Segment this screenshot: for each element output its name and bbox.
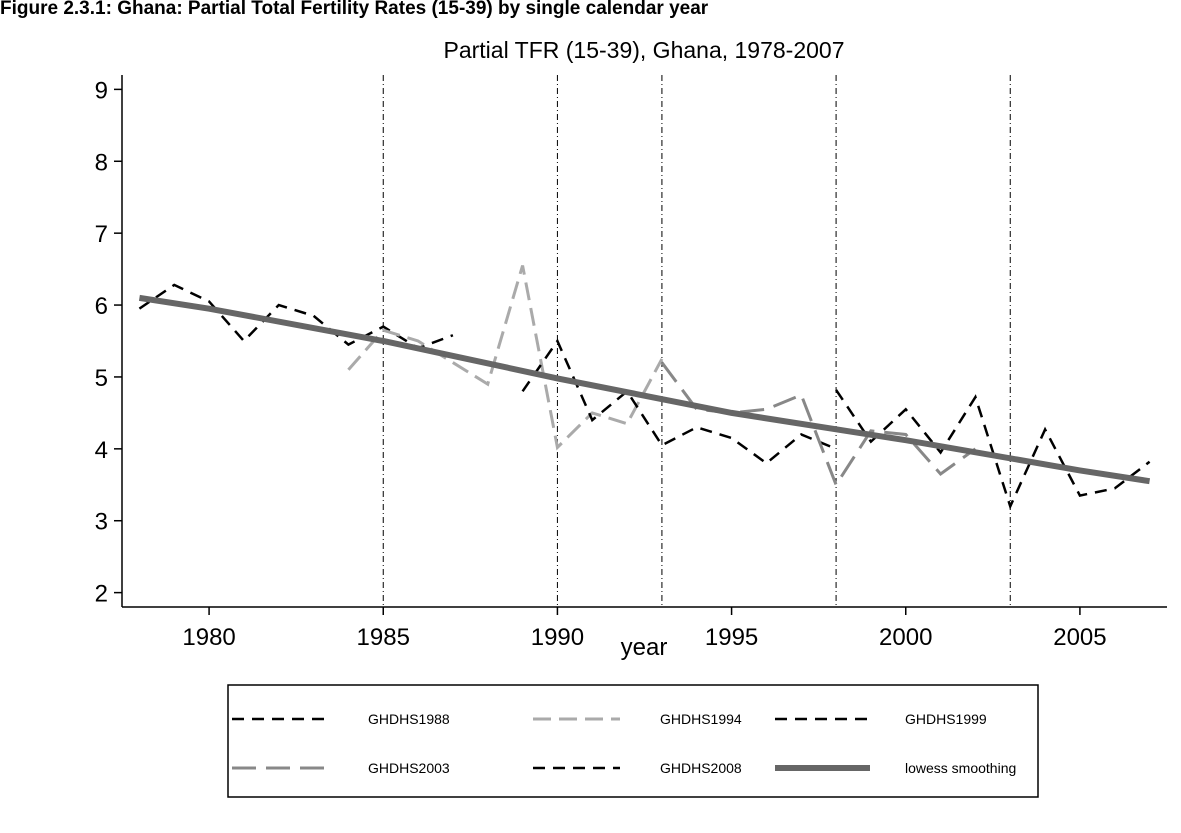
chart-title: Partial TFR (15-39), Ghana, 1978-2007 xyxy=(443,37,844,63)
x-tick-label: 1985 xyxy=(357,624,410,651)
y-tick-label: 8 xyxy=(95,149,108,176)
y-tick-label: 9 xyxy=(95,77,108,104)
x-axis-label: year xyxy=(621,634,668,661)
y-tick-label: 5 xyxy=(95,365,108,392)
legend-label: GHDHS2008 xyxy=(660,760,742,776)
legend-label: GHDHS1994 xyxy=(660,711,742,727)
legend-box xyxy=(227,684,1039,798)
x-tick-label: 1980 xyxy=(182,624,235,651)
legend-label: GHDHS1988 xyxy=(368,711,450,727)
x-tick-label: 2000 xyxy=(879,624,932,651)
x-tick-label: 1995 xyxy=(705,624,758,651)
y-tick-label: 2 xyxy=(95,581,108,608)
figure-caption: Figure 2.3.1: Ghana: Partial Total Ferti… xyxy=(0,0,709,19)
y-tick-label: 4 xyxy=(95,437,108,464)
y-tick-label: 7 xyxy=(95,221,108,248)
y-tick-label: 3 xyxy=(95,509,108,536)
y-tick-label: 6 xyxy=(95,293,108,320)
series-line xyxy=(138,294,1151,485)
legend-label: lowess smoothing xyxy=(905,760,1016,776)
series-line xyxy=(138,283,454,350)
legend-label: GHDHS2003 xyxy=(368,760,450,776)
series-line xyxy=(835,389,1151,510)
series-line xyxy=(347,265,664,451)
x-tick-label: 1990 xyxy=(531,624,584,651)
x-tick-label: 2005 xyxy=(1053,624,1106,651)
legend-label: GHDHS1999 xyxy=(905,711,987,727)
